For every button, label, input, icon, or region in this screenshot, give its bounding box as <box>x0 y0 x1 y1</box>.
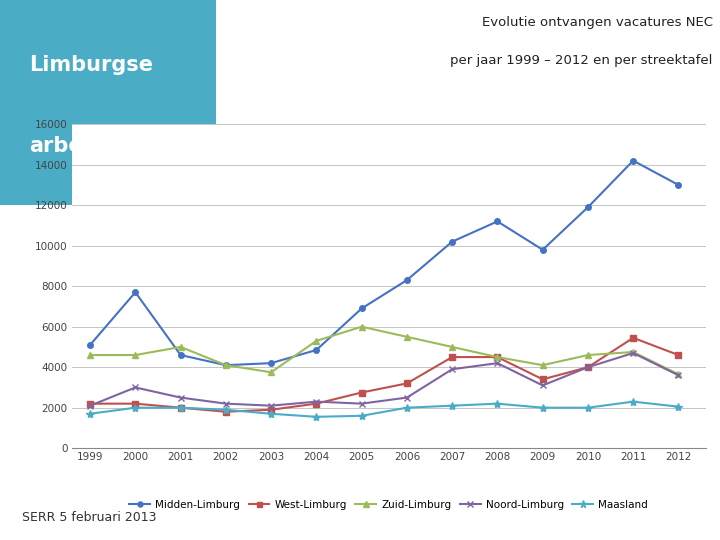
Legend: Midden-Limburg, West-Limburg, Zuid-Limburg, Noord-Limburg, Maasland: Midden-Limburg, West-Limburg, Zuid-Limbu… <box>125 496 652 514</box>
Midden-Limburg <box>312 347 320 353</box>
Zuid-Limburg <box>222 362 230 368</box>
Maasland <box>539 404 547 411</box>
Text: Limburgse: Limburgse <box>29 55 153 75</box>
Midden-Limburg <box>131 289 140 295</box>
Noord-Limburg <box>493 360 502 366</box>
Noord-Limburg <box>629 350 637 356</box>
Midden-Limburg <box>176 352 185 359</box>
Zuid-Limburg <box>176 343 185 350</box>
West-Limburg <box>402 380 411 387</box>
Line: Noord-Limburg: Noord-Limburg <box>86 349 682 409</box>
Noord-Limburg <box>312 399 320 405</box>
West-Limburg <box>357 389 366 396</box>
Maasland <box>176 404 185 411</box>
Noord-Limburg <box>86 402 94 409</box>
Maasland <box>402 404 411 411</box>
Maasland <box>629 399 637 405</box>
West-Limburg <box>131 400 140 407</box>
Midden-Limburg <box>674 181 683 188</box>
Maasland <box>222 407 230 413</box>
West-Limburg <box>493 354 502 360</box>
Zuid-Limburg <box>267 369 276 375</box>
West-Limburg <box>86 400 94 407</box>
Maasland <box>357 413 366 419</box>
Line: Midden-Limburg: Midden-Limburg <box>87 158 681 368</box>
Noord-Limburg <box>674 372 683 379</box>
West-Limburg <box>539 376 547 382</box>
Zuid-Limburg <box>629 349 637 355</box>
Zuid-Limburg <box>448 343 456 350</box>
Zuid-Limburg <box>131 352 140 359</box>
Midden-Limburg <box>222 362 230 368</box>
Maasland <box>448 402 456 409</box>
Zuid-Limburg <box>539 362 547 368</box>
Noord-Limburg <box>222 400 230 407</box>
Noord-Limburg <box>267 402 276 409</box>
Midden-Limburg <box>493 218 502 225</box>
Midden-Limburg <box>629 157 637 164</box>
Midden-Limburg <box>539 246 547 253</box>
Midden-Limburg <box>267 360 276 366</box>
Maasland <box>674 403 683 410</box>
Line: Zuid-Limburg: Zuid-Limburg <box>86 323 682 378</box>
Line: West-Limburg: West-Limburg <box>87 335 681 415</box>
West-Limburg <box>629 335 637 341</box>
Text: Evolutie ontvangen vacatures NEC: Evolutie ontvangen vacatures NEC <box>482 16 713 29</box>
Maasland <box>267 410 276 417</box>
West-Limburg <box>448 354 456 360</box>
Midden-Limburg <box>448 238 456 245</box>
Zuid-Limburg <box>584 352 593 359</box>
Maasland <box>86 410 94 417</box>
West-Limburg <box>584 364 593 370</box>
Text: SERR 5 februari 2013: SERR 5 februari 2013 <box>22 511 156 524</box>
Zuid-Limburg <box>357 323 366 330</box>
Midden-Limburg <box>357 305 366 312</box>
Midden-Limburg <box>402 277 411 284</box>
Text: arbeidsmarkt: arbeidsmarkt <box>29 136 187 156</box>
Text: per jaar 1999 – 2012 en per streektafel: per jaar 1999 – 2012 en per streektafel <box>451 54 713 67</box>
Zuid-Limburg <box>493 354 502 360</box>
Line: Maasland: Maasland <box>86 397 683 421</box>
Noord-Limburg <box>357 400 366 407</box>
Maasland <box>584 404 593 411</box>
Noord-Limburg <box>402 394 411 401</box>
Zuid-Limburg <box>402 334 411 340</box>
Midden-Limburg <box>584 204 593 211</box>
Zuid-Limburg <box>86 352 94 359</box>
Zuid-Limburg <box>312 338 320 344</box>
Zuid-Limburg <box>674 371 683 377</box>
West-Limburg <box>267 407 276 413</box>
West-Limburg <box>312 400 320 407</box>
Midden-Limburg <box>86 342 94 348</box>
Noord-Limburg <box>539 382 547 389</box>
Noord-Limburg <box>448 366 456 373</box>
Noord-Limburg <box>176 394 185 401</box>
West-Limburg <box>222 408 230 415</box>
Maasland <box>493 400 502 407</box>
Maasland <box>312 414 320 420</box>
West-Limburg <box>674 352 683 359</box>
West-Limburg <box>176 404 185 411</box>
Noord-Limburg <box>584 364 593 370</box>
Noord-Limburg <box>131 384 140 391</box>
Maasland <box>131 404 140 411</box>
